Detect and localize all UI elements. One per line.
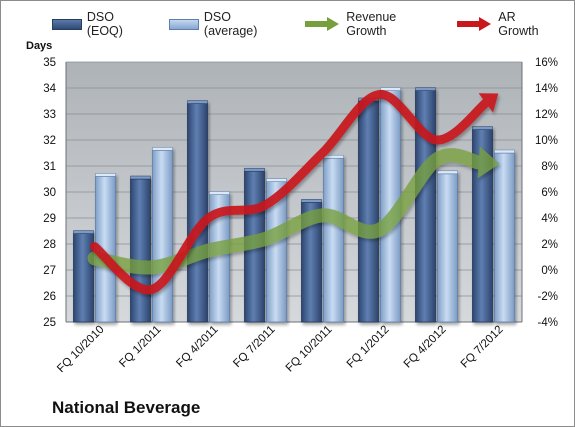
x-tick-label: FQ 4/2011 (174, 324, 220, 370)
bar-dso-eoq (73, 230, 94, 323)
legend-swatch-dso-eoq (52, 18, 82, 30)
legend-swatch-dso-average (169, 18, 199, 30)
y-right-tick-label: 8% (541, 161, 558, 173)
legend-label-ar-growth: AR Growth (498, 10, 539, 38)
y-right-tick-label: 12% (535, 109, 558, 121)
y-left-tick-label: 25 (43, 317, 56, 329)
bar-dso-average (266, 178, 287, 323)
x-tick-label: FQ 4/2012 (402, 324, 449, 371)
x-tick-label: FQ 10/2010 (55, 324, 106, 375)
legend-item-revenue-growth: Revenue Growth (303, 10, 439, 38)
y-left-tick-label: 34 (43, 83, 56, 95)
y-left-tick-label: 35 (43, 57, 56, 69)
bar-dso-eoq (130, 175, 151, 323)
y-left-tick-label: 28 (43, 239, 56, 251)
legend-item-dso-average: DSO (average) (169, 10, 287, 38)
x-tick-label: FQ 1/2012 (345, 324, 392, 371)
y-left-tick-label: 29 (43, 213, 56, 225)
y-right-tick-label: 4% (541, 213, 558, 225)
bar-dso-average (152, 147, 173, 323)
y-right-tick-label: 16% (535, 57, 558, 69)
y-right-tick-label: -4% (538, 317, 558, 329)
y-axis-left-title: Days (26, 40, 53, 52)
y-left-tick-label: 32 (43, 135, 56, 147)
legend-item-ar-growth: AR Growth (455, 10, 559, 38)
bar-dso-average (437, 170, 458, 323)
x-tick-label: FQ 1/2011 (117, 324, 163, 370)
y-right-tick-label: 10% (535, 135, 558, 147)
legend-label-revenue-growth: Revenue Growth (346, 10, 397, 38)
y-left-tick-label: 26 (43, 291, 56, 303)
y-right-tick-label: 6% (541, 187, 558, 199)
y-left-tick-label: 27 (43, 265, 56, 277)
y-left-tick-label: 30 (43, 187, 56, 199)
bar-dso-average (209, 191, 230, 323)
y-left-tick-label: 31 (43, 161, 56, 173)
bar-dso-average (323, 154, 344, 323)
x-tick-label: FQ 10/2011 (284, 324, 335, 375)
chart-caption: National Beverage (52, 398, 201, 417)
bar-dso-average (494, 149, 515, 323)
y-right-tick-label: 2% (541, 239, 558, 251)
y-left-tick-label: 33 (43, 109, 56, 121)
bar-dso-eoq (301, 199, 322, 323)
legend-label-dso-average: DSO (average) (203, 10, 258, 38)
x-tick-label: FQ 7/2011 (231, 324, 277, 370)
y-right-tick-label: -2% (538, 291, 558, 303)
bar-dso-eoq (415, 87, 436, 323)
legend-arrow-revenue-growth (305, 17, 340, 31)
legend-item-dso-eoq: DSO (EOQ) (52, 10, 153, 38)
bar-dso-eoq (472, 126, 493, 323)
bar-dso-eoq (187, 100, 208, 323)
legend-label-dso-eoq: DSO (EOQ) (86, 10, 123, 38)
y-right-tick-label: 0% (541, 265, 558, 277)
y-right-tick-label: 14% (535, 83, 558, 95)
x-tick-label: FQ 7/2012 (459, 324, 506, 371)
legend: DSO (EOQ) DSO (average) Revenue Growth A… (52, 10, 575, 38)
legend-arrow-ar-growth (457, 17, 492, 31)
bar-dso-eoq (358, 97, 379, 323)
revenue-growth-line (87, 146, 500, 275)
ar-growth-line (90, 90, 499, 295)
